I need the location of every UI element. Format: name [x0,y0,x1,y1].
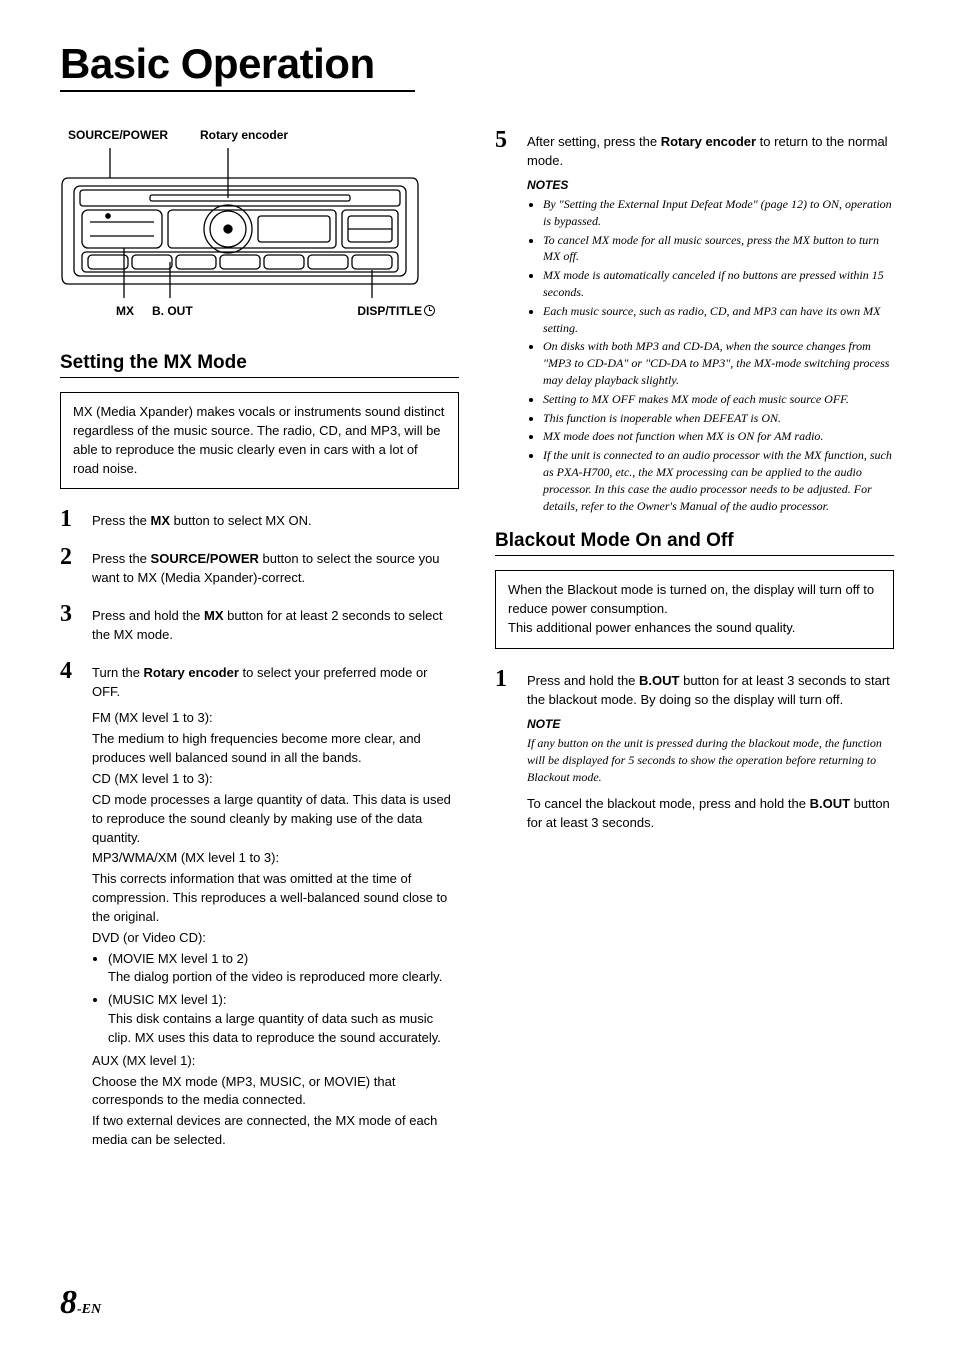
step-number: 4 [60,659,78,683]
mx-step-1: 1 Press the MX button to select MX ON. [60,507,459,531]
label-rotary-encoder: Rotary encoder [200,128,288,142]
note-item: If the unit is connected to an audio pro… [543,447,894,514]
note-item: By "Setting the External Input Defeat Mo… [543,196,894,230]
head-unit-diagram [60,148,420,298]
note-item: To cancel MX mode for all music sources,… [543,232,894,266]
diagram-bottom-labels: MX B. OUT DISP/TITLE [60,304,459,318]
page-number: 8-EN [60,1284,101,1322]
note-heading: NOTE [527,716,894,733]
label-bout: B. OUT [152,304,193,318]
step-body: Press and hold the MX button for at leas… [92,602,459,645]
note-item: Setting to MX OFF makes MX mode of each … [543,391,894,408]
blackout-intro-box: When the Blackout mode is turned on, the… [495,570,894,649]
mx-step-3: 3 Press and hold the MX button for at le… [60,602,459,645]
note-item: This function is inoperable when DEFEAT … [543,410,894,427]
heading-mx-mode: Setting the MX Mode [60,352,459,378]
mx-step-2: 2 Press the SOURCE/POWER button to selec… [60,545,459,588]
fm-head: FM (MX level 1 to 3): [92,709,459,728]
step-number: 1 [495,667,513,691]
step-number: 3 [60,602,78,626]
right-column: 5 After setting, press the Rotary encode… [495,128,894,1166]
mp3-head: MP3/WMA/XM (MX level 1 to 3): [92,849,459,868]
mx-step-4: 4 Turn the Rotary encoder to select your… [60,659,459,1152]
step-body: Press and hold the B.OUT button for at l… [527,667,894,837]
clock-icon [424,305,435,316]
blackout-closing: To cancel the blackout mode, press and h… [527,795,894,833]
heading-blackout: Blackout Mode On and Off [495,530,894,556]
step-body: Press the SOURCE/POWER button to select … [92,545,459,588]
cd-head: CD (MX level 1 to 3): [92,770,459,789]
label-source-power: SOURCE/POWER [68,128,168,142]
note-item: On disks with both MP3 and CD-DA, when t… [543,338,894,388]
note-item: MX mode does not function when MX is ON … [543,428,894,445]
step-body: Turn the Rotary encoder to select your p… [92,659,459,1152]
step-number: 1 [60,507,78,531]
blackout-note: If any button on the unit is pressed dur… [527,735,894,785]
mx-notes-list: By "Setting the External Input Defeat Mo… [527,196,894,514]
label-disp-title: DISP/TITLE [357,304,435,318]
aux-body: Choose the MX mode (MP3, MUSIC, or MOVIE… [92,1073,459,1111]
dvd-bullets: (MOVIE MX level 1 to 2)The dialog portio… [92,950,459,1048]
fm-body: The medium to high frequencies become mo… [92,730,459,768]
mp3-body: This corrects information that was omitt… [92,870,459,927]
note-item: MX mode is automatically canceled if no … [543,267,894,301]
aux-head: AUX (MX level 1): [92,1052,459,1071]
aux-body2: If two external devices are connected, t… [92,1112,459,1150]
dvd-head: DVD (or Video CD): [92,929,459,948]
mx-intro-box: MX (Media Xpander) makes vocals or instr… [60,392,459,489]
step-number: 2 [60,545,78,569]
label-mx: MX [116,304,134,318]
step-body: Press the MX button to select MX ON. [92,507,459,531]
blackout-step-1: 1 Press and hold the B.OUT button for at… [495,667,894,837]
step-body: After setting, press the Rotary encoder … [527,128,894,516]
notes-heading: NOTES [527,177,894,194]
left-column: SOURCE/POWER Rotary encoder [60,128,459,1166]
mx-step-5: 5 After setting, press the Rotary encode… [495,128,894,516]
page-title: Basic Operation [60,40,415,92]
note-item: Each music source, such as radio, CD, an… [543,303,894,337]
cd-body: CD mode processes a large quantity of da… [92,791,459,848]
diagram-top-labels: SOURCE/POWER Rotary encoder [60,128,459,142]
step-number: 5 [495,128,513,152]
